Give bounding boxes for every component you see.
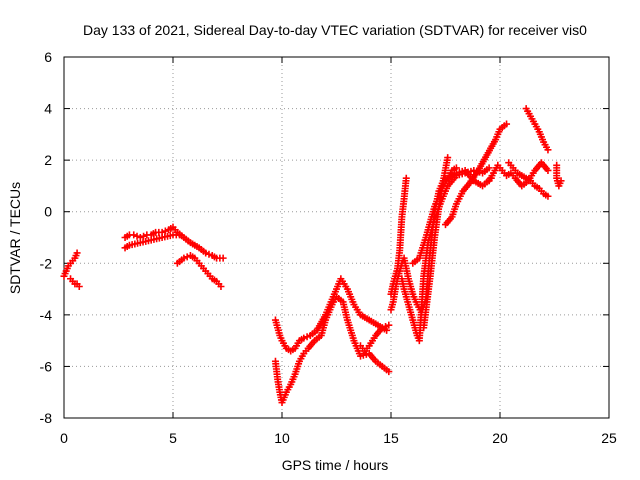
data-point-arc3: [219, 254, 227, 262]
data-points: [60, 105, 565, 407]
data-point-arc18: [557, 177, 565, 185]
y-axis-label: SDTVAR / TECUs: [7, 182, 23, 294]
data-point-arc11: [485, 164, 493, 172]
y-tick-label: -6: [40, 358, 53, 374]
chart-title: Day 133 of 2021, Sidereal Day-to-day VTE…: [83, 22, 587, 38]
data-point-arc8: [378, 324, 386, 332]
y-tick-label: -8: [40, 410, 53, 426]
data-point-arc3: [202, 249, 210, 257]
y-tick-label: 0: [44, 204, 52, 220]
x-tick-label: 25: [601, 430, 617, 446]
grid-lines: [64, 57, 609, 418]
data-point-arc3: [205, 250, 213, 258]
data-point-arc6: [383, 326, 391, 334]
data-point-arc7: [385, 368, 393, 376]
data-point-arc8: [385, 321, 393, 329]
data-point-arc5: [217, 282, 225, 290]
data-point-arc15: [544, 166, 552, 174]
data-point-arc6: [300, 334, 308, 342]
x-tick-label: 5: [169, 430, 177, 446]
x-tick-label: 15: [383, 430, 399, 446]
data-point-arc5: [180, 254, 188, 262]
y-tick-label: 4: [44, 101, 52, 117]
y-tick-label: 2: [44, 152, 52, 168]
data-point-arc16: [544, 192, 552, 200]
plot-frame: [63, 56, 610, 419]
data-point-arc4: [176, 231, 184, 239]
x-tick-label: 20: [492, 430, 508, 446]
x-tick-label: 10: [274, 430, 290, 446]
data-point-arc17: [544, 146, 552, 154]
y-tick-label: -4: [40, 307, 53, 323]
data-point-arc13: [503, 120, 511, 128]
axis-ticks: 0 5 10 15 20 25 -8 -6 -4 -2 0 2 4 6: [40, 49, 617, 446]
data-point-arc1: [73, 249, 81, 257]
data-point-arc3: [133, 232, 141, 240]
data-point-arc8: [382, 322, 390, 330]
data-point-arc6: [303, 333, 311, 341]
data-point-arc14: [444, 154, 452, 162]
data-point-arc3: [130, 231, 138, 239]
y-tick-label: -2: [40, 255, 53, 271]
y-tick-label: 6: [44, 49, 52, 65]
data-point-arc9: [402, 174, 410, 182]
x-tick-label: 0: [60, 430, 68, 446]
data-point-arc2: [75, 282, 83, 290]
x-axis-label: GPS time / hours: [282, 457, 389, 473]
